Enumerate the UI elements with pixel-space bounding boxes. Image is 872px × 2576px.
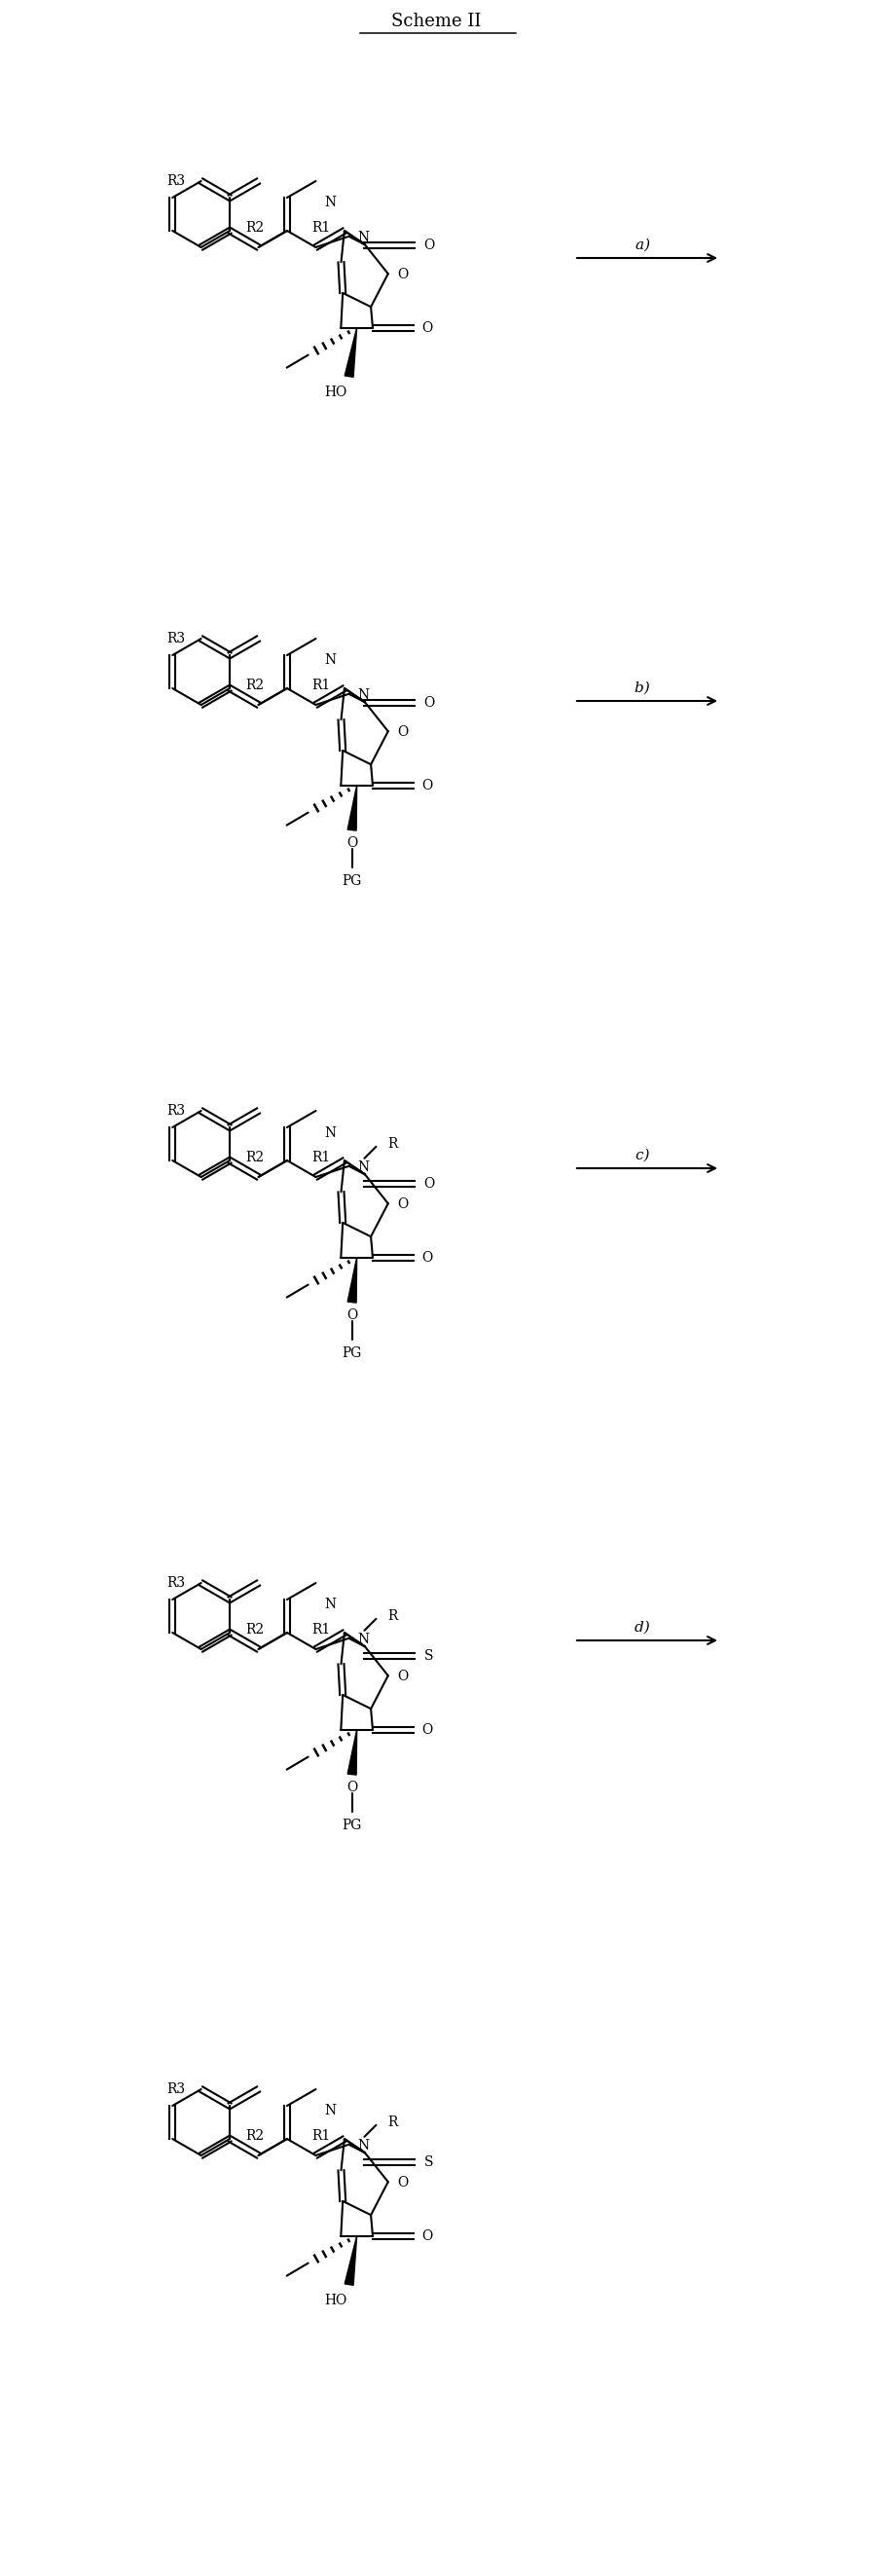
- Polygon shape: [348, 1257, 357, 1303]
- Polygon shape: [348, 786, 357, 829]
- Text: R3: R3: [167, 1105, 185, 1118]
- Text: O: O: [398, 726, 408, 739]
- Text: R2: R2: [245, 222, 264, 234]
- Text: R3: R3: [167, 2081, 185, 2097]
- Text: O: O: [398, 1669, 408, 1685]
- Text: R1: R1: [311, 1623, 330, 1636]
- Text: N: N: [324, 1597, 336, 1613]
- Text: HO: HO: [324, 2293, 347, 2308]
- Text: Scheme II: Scheme II: [391, 13, 481, 31]
- Text: R3: R3: [167, 175, 185, 188]
- Text: N: N: [324, 1126, 336, 1139]
- Text: O: O: [423, 1177, 434, 1190]
- Text: N: N: [324, 196, 336, 209]
- Text: N: N: [358, 1633, 370, 1646]
- Text: N: N: [358, 2138, 370, 2154]
- Text: O: O: [398, 2177, 408, 2190]
- Text: N: N: [324, 654, 336, 667]
- Text: c): c): [636, 1149, 659, 1162]
- Text: O: O: [422, 1249, 433, 1265]
- Text: PG: PG: [342, 1347, 362, 1360]
- Text: O: O: [423, 240, 434, 252]
- Polygon shape: [344, 327, 357, 376]
- Text: O: O: [423, 696, 434, 708]
- Text: R1: R1: [311, 2130, 330, 2143]
- Text: N: N: [358, 229, 370, 245]
- Text: R: R: [388, 1610, 398, 1623]
- Text: R: R: [388, 1136, 398, 1151]
- Text: b): b): [635, 683, 659, 696]
- Text: R2: R2: [245, 1151, 264, 1164]
- Text: O: O: [398, 1198, 408, 1211]
- Text: PG: PG: [342, 1819, 362, 1832]
- Text: S: S: [424, 2156, 433, 2169]
- Text: O: O: [346, 1780, 358, 1793]
- Text: N: N: [358, 1159, 370, 1175]
- Text: O: O: [346, 1309, 358, 1321]
- Text: N: N: [358, 688, 370, 701]
- Text: R1: R1: [311, 677, 330, 693]
- Text: R3: R3: [167, 631, 185, 647]
- Text: O: O: [422, 1723, 433, 1736]
- Text: O: O: [422, 322, 433, 335]
- Text: S: S: [424, 1649, 433, 1662]
- Text: R1: R1: [311, 1151, 330, 1164]
- Text: O: O: [346, 835, 358, 850]
- Text: R1: R1: [311, 222, 330, 234]
- Text: O: O: [422, 778, 433, 791]
- Text: N: N: [324, 2105, 336, 2117]
- Text: d): d): [635, 1620, 659, 1636]
- Text: HO: HO: [324, 386, 347, 399]
- Text: R2: R2: [245, 677, 264, 693]
- Polygon shape: [348, 1728, 357, 1775]
- Polygon shape: [344, 2236, 357, 2285]
- Text: R3: R3: [167, 1577, 185, 1589]
- Text: R2: R2: [245, 1623, 264, 1636]
- Text: R: R: [388, 2115, 398, 2128]
- Text: O: O: [422, 2228, 433, 2244]
- Text: R2: R2: [245, 2130, 264, 2143]
- Text: PG: PG: [342, 873, 362, 889]
- Text: a): a): [635, 240, 659, 252]
- Text: O: O: [398, 268, 408, 281]
